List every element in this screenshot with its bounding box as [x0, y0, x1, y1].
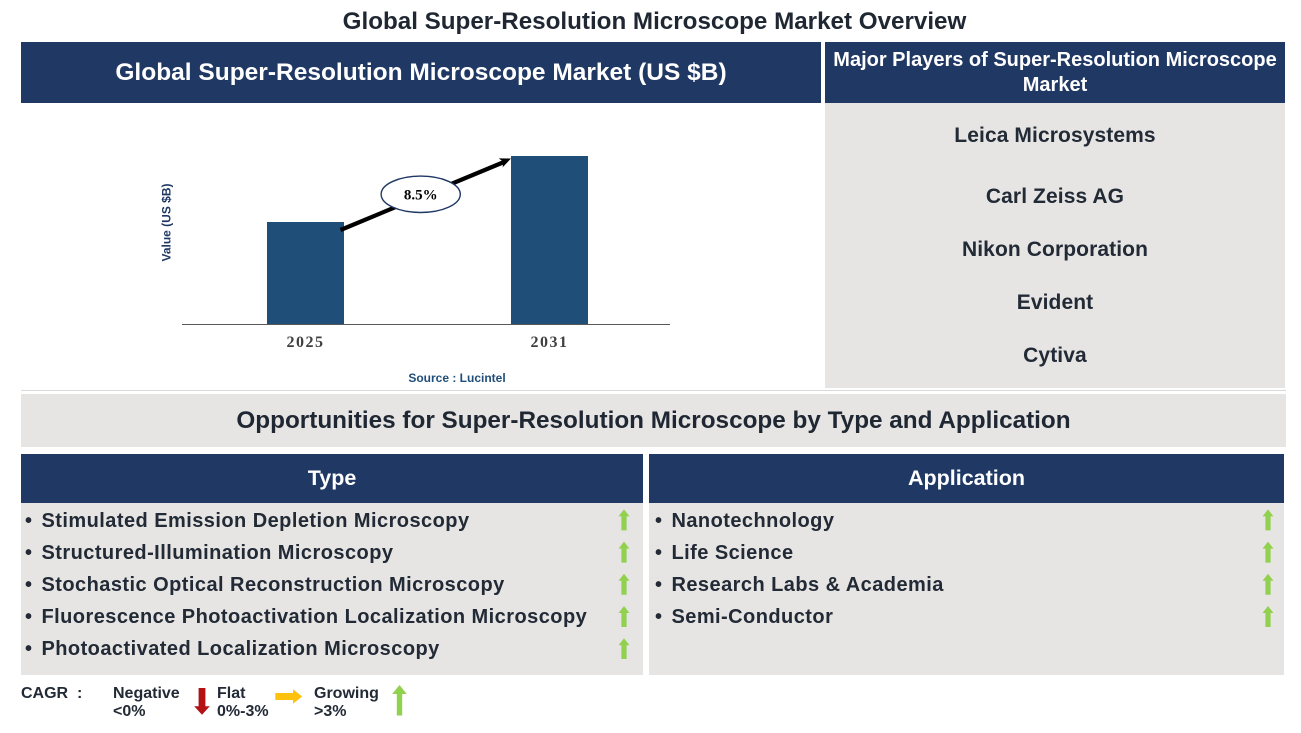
svg-text:8.5%: 8.5% [404, 188, 438, 204]
